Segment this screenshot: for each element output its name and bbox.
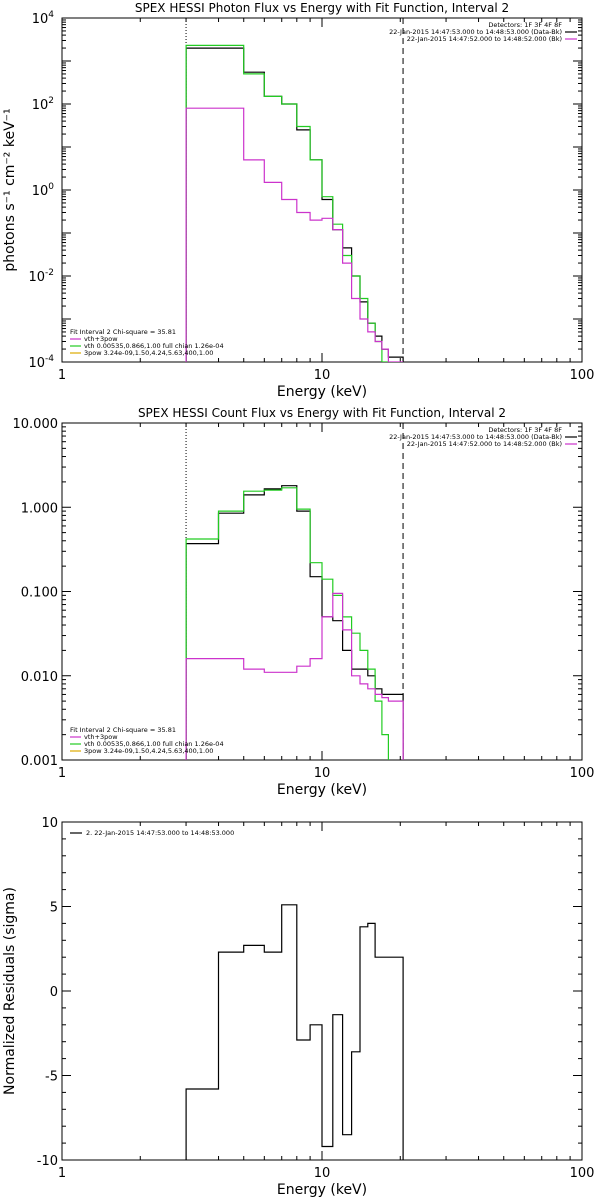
x-tick-label: 1 [58, 766, 66, 781]
x-axis-label: Energy (keV) [277, 782, 367, 798]
y-tick-label: 0.001 [21, 754, 58, 769]
panel-3: 1 10 100 Energy (keV) -10 -5 0 5 10 Normalized Re… [2, 816, 594, 1198]
y-tick-base: 10 [32, 98, 49, 113]
y-tick-exp: -2 [45, 268, 54, 278]
y-tick-base: 10 [28, 270, 45, 285]
x-tick-label: 10 [314, 368, 331, 383]
x-tick-label: 100 [570, 766, 595, 781]
legend-entry: vth+3pow [84, 335, 118, 343]
x-tick-label: 100 [570, 368, 595, 383]
series-line [185, 107, 404, 362]
x-tick-label: 1 [58, 368, 66, 383]
y-tick-label: -5 [45, 1070, 58, 1085]
y-tick-label: -10 [37, 1154, 58, 1169]
chart-title: SPEX HESSI Photon Flux vs Energy with Fi… [135, 1, 509, 15]
y-tick-base: 10 [28, 356, 45, 371]
legend-entry: Detectors: 1F 3F 4F 8F [488, 426, 562, 434]
y-tick-label: 104 [32, 10, 55, 27]
legend-entry: 22-Jan-2015 14:47:52.000 to 14:48:52.000… [407, 35, 562, 43]
legend-entry: Detectors: 1F 3F 4F 8F [488, 21, 562, 29]
y-tick-exp: 2 [48, 96, 54, 106]
legend-entry: 3pow 3.24e-09,1.50,4.24,5.63,400,1.00 [84, 349, 213, 357]
series-line [185, 592, 404, 760]
y-tick-label: 10.000 [13, 417, 59, 432]
legend-entry: vth+3pow [84, 733, 118, 741]
legend-entry: 22-Jan-2015 14:47:52.000 to 14:48:52.000… [407, 440, 562, 448]
x-tick-label: 10 [314, 766, 331, 781]
series-line [185, 47, 404, 362]
y-tick-exp: -4 [45, 354, 54, 364]
y-tick-label: 102 [32, 96, 54, 113]
y-axis-label: photons s⁻¹ cm⁻² keV⁻¹ [2, 108, 18, 271]
y-tick-label: 10 [41, 816, 58, 831]
series-group [185, 44, 404, 362]
series-group [185, 904, 404, 1160]
series-line [185, 904, 404, 1160]
legend-entry: Fit Interval 2 Chi-square = 35.81 [70, 726, 176, 734]
x-tick-label: 100 [570, 1166, 595, 1181]
series-line [185, 44, 404, 362]
panel-2: SPEX HESSI Count Flux vs Energy with Fit… [13, 406, 595, 798]
y-tick-label: 10-4 [28, 354, 54, 371]
y-tick-label: 0.010 [21, 670, 58, 685]
legend-entry: vth 0.00535,0.866,1.00 full chian 1.26e-… [84, 740, 224, 748]
y-tick-label: 5 [50, 901, 58, 916]
x-axis-label: Energy (keV) [277, 384, 367, 400]
series-line [185, 487, 404, 760]
legend-entry: 22-Jan-2015 14:47:53.000 to 14:48:53.000… [389, 28, 562, 36]
series-group [185, 485, 404, 760]
legend-entry: 2. 22-Jan-2015 14:47:53.000 to 14:48:53.… [86, 829, 234, 837]
y-tick-base: 10 [32, 184, 49, 199]
y-tick-label: 0.100 [21, 586, 58, 601]
legend-entry: 3pow 3.24e-09,1.50,4.24,5.63,400,1.00 [84, 747, 213, 755]
y-tick-label: 1.000 [21, 501, 58, 516]
legend-entry: Fit Interval 2 Chi-square = 35.81 [70, 328, 176, 336]
legend-entry: 22-Jan-2015 14:47:53.000 to 14:48:53.000… [389, 433, 562, 441]
y-tick-exp: 4 [48, 10, 54, 20]
x-tick-label: 10 [314, 1166, 331, 1181]
y-tick-label: 10-2 [28, 268, 54, 285]
y-tick-label: 100 [32, 182, 55, 199]
y-axis-label: Normalized Residuals (sigma) [2, 887, 18, 1095]
y-tick-exp: 0 [48, 182, 54, 192]
panel-1: SPEX HESSI Photon Flux vs Energy with Fi… [2, 1, 595, 400]
legend-entry: vth 0.00535,0.866,1.00 full chian 1.26e-… [84, 342, 224, 350]
y-tick-label: 0 [50, 985, 58, 1000]
y-tick-base: 10 [32, 12, 49, 27]
x-axis-label: Energy (keV) [277, 1182, 367, 1198]
x-tick-label: 1 [58, 1166, 66, 1181]
chart-title: SPEX HESSI Count Flux vs Energy with Fit… [138, 406, 506, 420]
